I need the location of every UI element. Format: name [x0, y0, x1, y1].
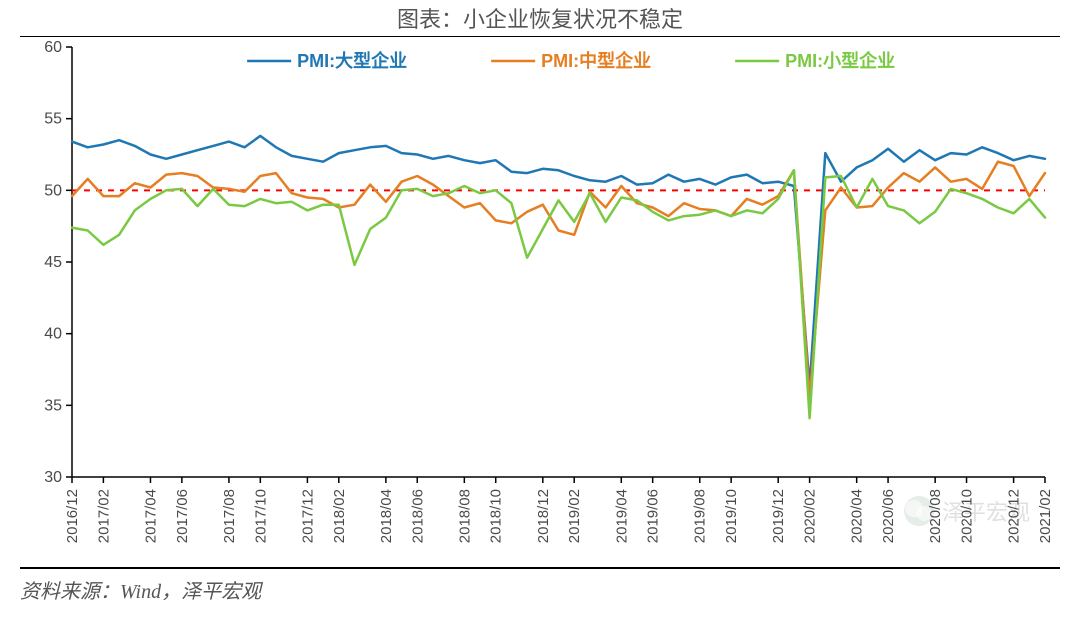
series-line-2 — [72, 170, 1045, 418]
chart-title: 图表：小企业恢复状况不稳定 — [0, 0, 1080, 34]
x-tick-label: 2019/06 — [645, 489, 662, 543]
y-tick-label: 50 — [44, 182, 62, 199]
x-tick-label: 2017/08 — [221, 489, 238, 543]
x-tick-label: 2016/12 — [64, 489, 81, 543]
y-tick-label: 35 — [44, 397, 62, 414]
x-tick-label: 2019/02 — [566, 489, 583, 543]
bottom-rule — [20, 567, 1060, 569]
y-tick-label: 55 — [44, 111, 62, 128]
source-text: 资料来源：Wind，泽平宏观 — [20, 575, 1060, 604]
x-tick-label: 2018/08 — [456, 489, 473, 543]
x-tick-label: 2020/08 — [927, 489, 944, 543]
x-tick-label: 2018/12 — [535, 489, 552, 543]
x-tick-label: 2019/04 — [613, 489, 630, 543]
x-tick-label: 2017/06 — [174, 489, 191, 543]
y-tick-label: 40 — [44, 326, 62, 343]
series-line-0 — [72, 136, 1045, 387]
x-tick-label: 2020/10 — [959, 489, 976, 543]
x-tick-label: 2018/06 — [409, 489, 426, 543]
legend-label-0: PMI:大型企业 — [297, 50, 407, 71]
chart-svg: 30 35 40 45 50 55 60 2016/12 2017/02 2017/04 2017/… — [20, 37, 1060, 567]
x-tick-label: 2020/12 — [1006, 489, 1023, 543]
x-tick-label: 2019/12 — [770, 489, 787, 543]
y-tick-label: 45 — [44, 254, 62, 271]
x-tick-label: 2021/02 — [1037, 489, 1054, 543]
y-tick-label: 60 — [44, 39, 62, 56]
x-tick-label: 2017/10 — [252, 489, 269, 543]
chart-area: 30 35 40 45 50 55 60 2016/12 2017/02 2017/04 2017/… — [20, 37, 1060, 567]
x-tick-label: 2019/08 — [692, 489, 709, 543]
y-tick-label: 30 — [44, 469, 62, 486]
legend-label-1: PMI:中型企业 — [541, 50, 651, 71]
x-tick-label: 2017/04 — [142, 489, 159, 543]
x-tick-label: 2019/10 — [723, 489, 740, 543]
figure-container: 图表：小企业恢复状况不稳定 30 35 40 45 50 55 60 2016/12 2017/… — [0, 0, 1080, 630]
x-tick-label: 2017/12 — [299, 489, 316, 543]
series-line-1 — [72, 162, 1045, 399]
x-tick-label: 2018/04 — [378, 489, 395, 543]
x-tick-label: 2020/06 — [880, 489, 897, 543]
x-tick-label: 2020/02 — [802, 489, 819, 543]
x-tick-label: 2018/10 — [488, 489, 505, 543]
legend-label-2: PMI:小型企业 — [785, 50, 895, 71]
x-tick-label: 2018/02 — [331, 489, 348, 543]
x-tick-label: 2020/04 — [849, 489, 866, 543]
x-tick-label: 2017/02 — [95, 489, 112, 543]
